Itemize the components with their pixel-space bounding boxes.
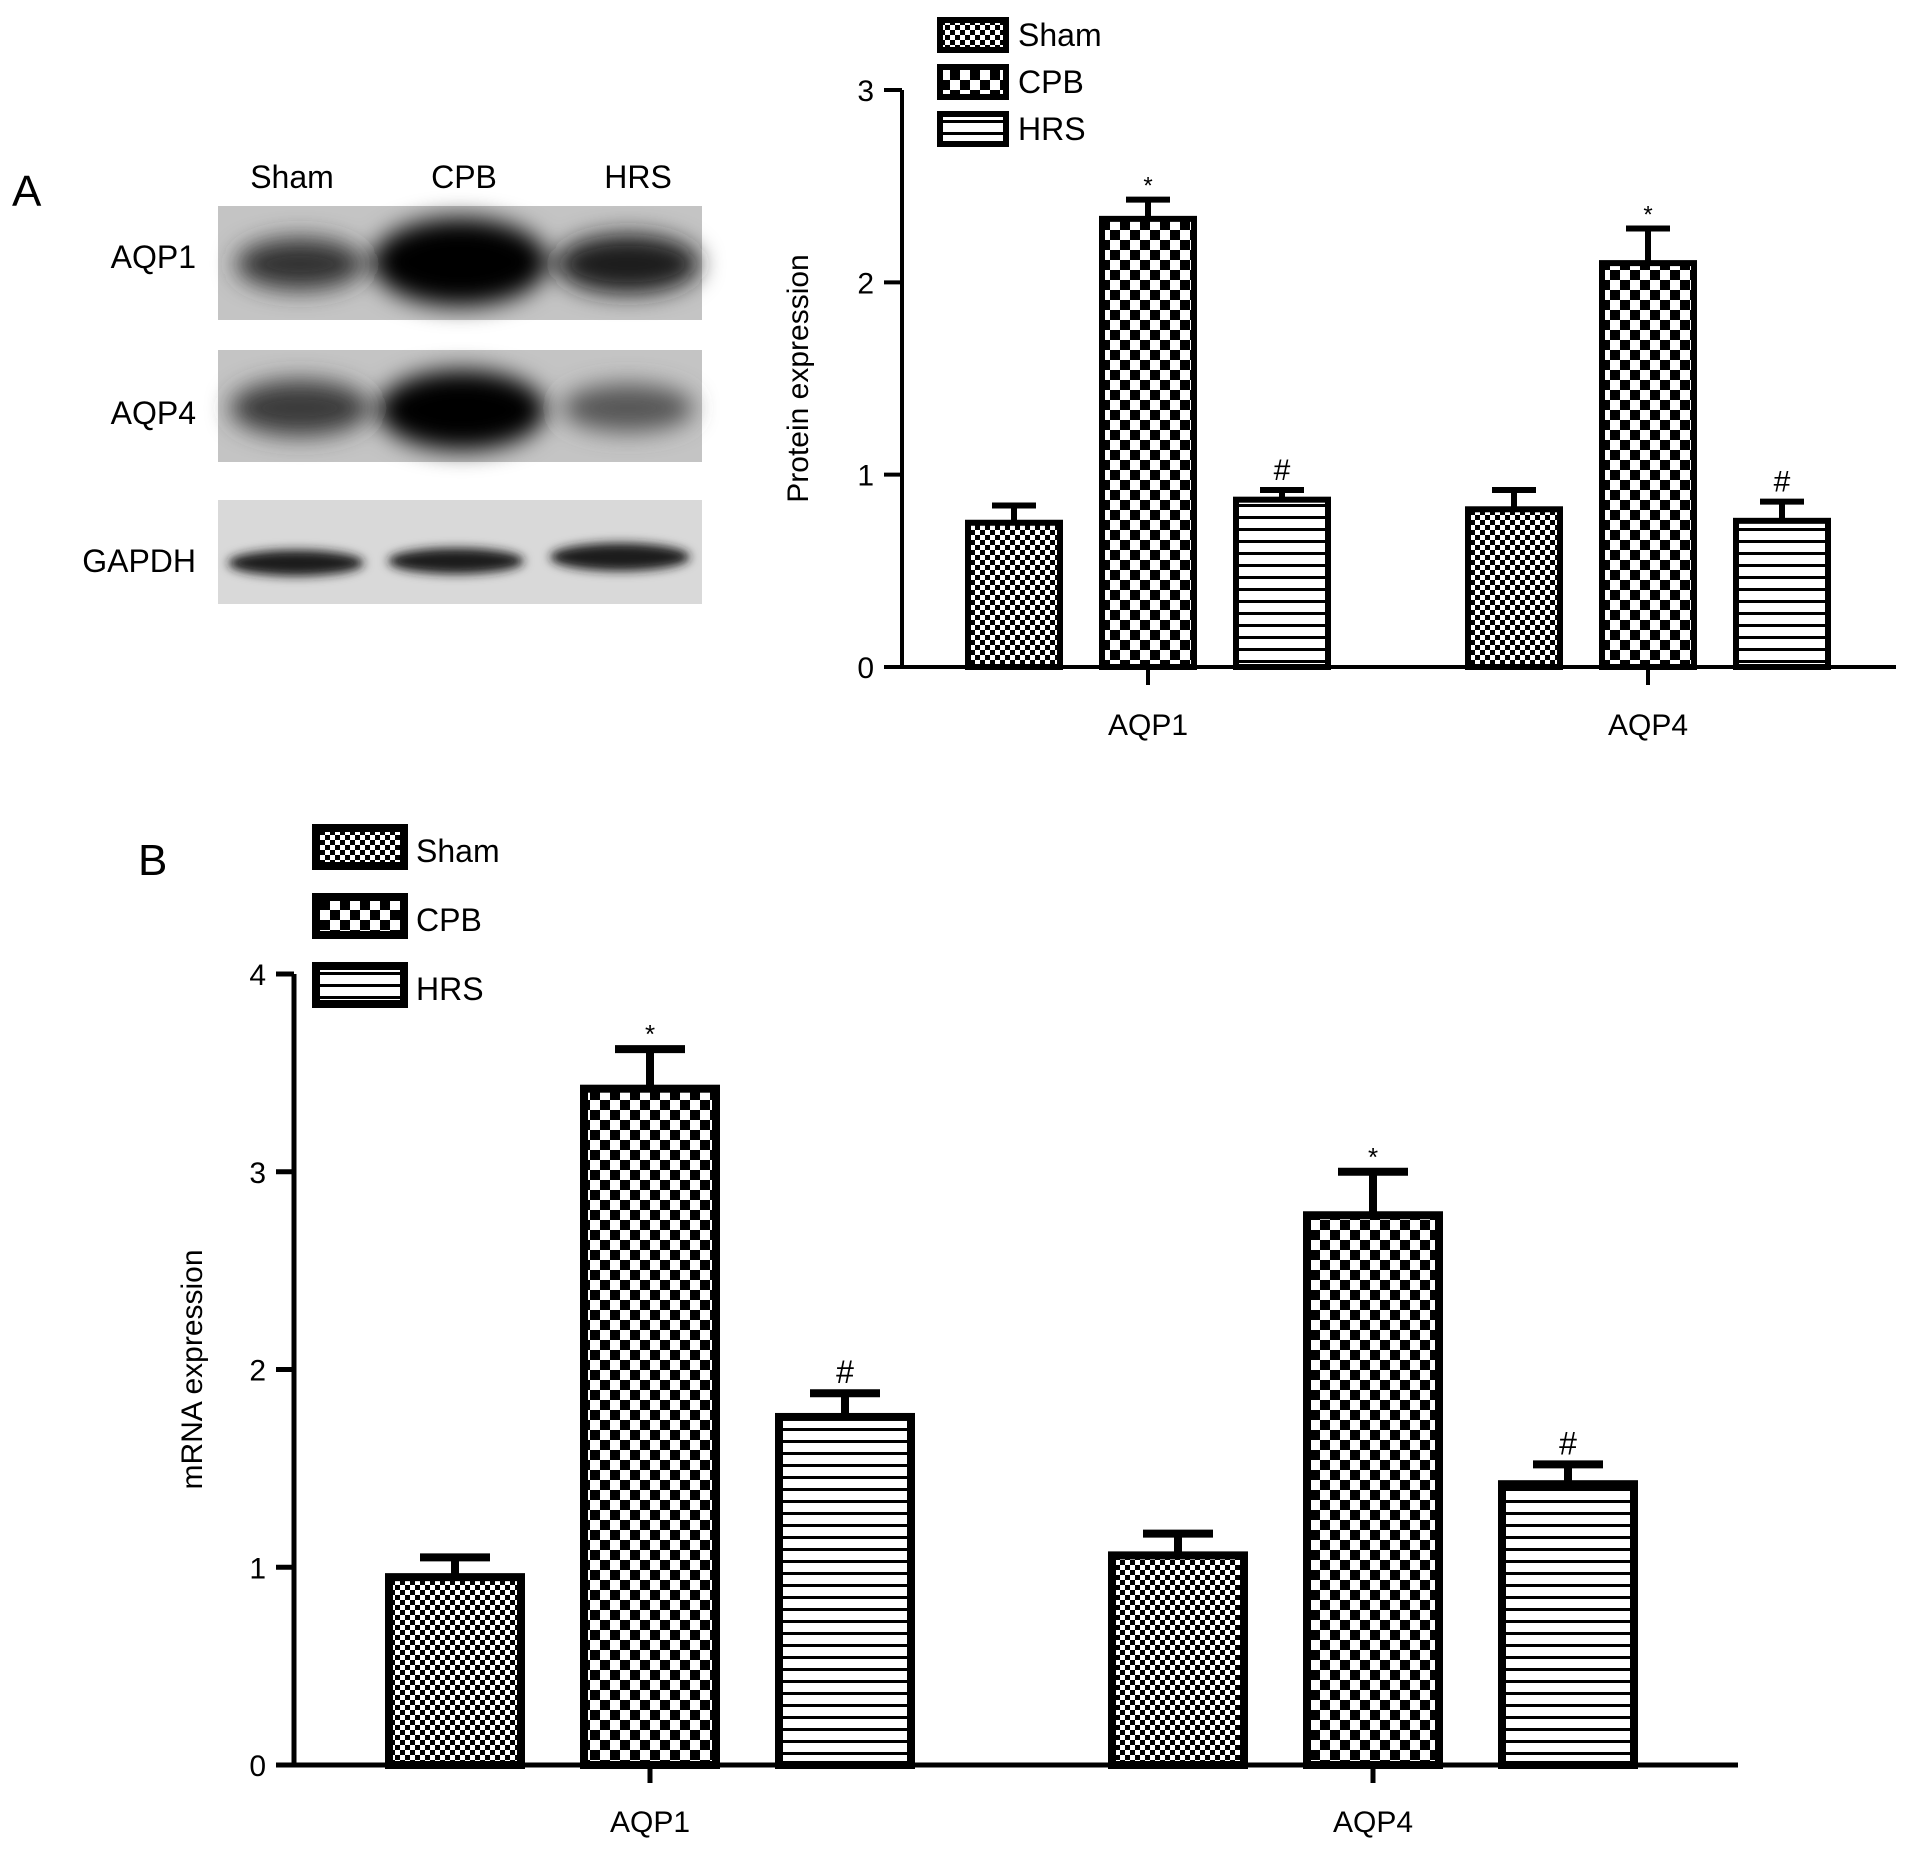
y-tick-label: 0 bbox=[857, 652, 874, 685]
band-aqp4-cpb bbox=[378, 370, 546, 450]
blot-row-label-aqp4: AQP4 bbox=[111, 395, 196, 431]
blot-column-label-cpb: CPB bbox=[431, 159, 497, 195]
bar-sham-aqp1 bbox=[385, 1573, 525, 1769]
blot-strip-aqp4 bbox=[218, 350, 702, 462]
bar-sham-aqp4 bbox=[1465, 506, 1563, 670]
significance-marker: # bbox=[1559, 1425, 1577, 1461]
legend-swatch-cpb bbox=[937, 64, 1009, 100]
y-axis-label: mRNA expression bbox=[176, 1249, 209, 1489]
panel-b-label: B bbox=[138, 836, 167, 885]
band-gapdh-cpb bbox=[388, 548, 524, 574]
legend-label-cpb: CPB bbox=[416, 902, 482, 938]
legend-swatch-sham bbox=[937, 17, 1009, 53]
protein-expression-chart: * * # #0 1 2 3 AQP1 AQP4 Protein expression Sham CP… bbox=[782, 17, 1896, 742]
significance-marker: * bbox=[1368, 1142, 1378, 1172]
blot-strip-aqp1 bbox=[218, 206, 702, 320]
legend-label-cpb: CPB bbox=[1018, 64, 1084, 100]
band-aqp1-hrs bbox=[556, 234, 700, 294]
bar-hrs-aqp1 bbox=[1233, 496, 1331, 671]
bar-hrs-aqp4 bbox=[1733, 517, 1831, 670]
bar-sham-aqp4 bbox=[1108, 1551, 1248, 1770]
significance-marker: * bbox=[1143, 173, 1152, 200]
blot-column-label-sham: Sham bbox=[250, 159, 334, 195]
legend-swatch-hrs bbox=[937, 111, 1009, 147]
panel-a-label: A bbox=[12, 167, 42, 216]
y-tick-label: 4 bbox=[249, 959, 266, 992]
bar-hrs-aqp1 bbox=[775, 1412, 915, 1769]
legend-swatch-hrs bbox=[312, 962, 408, 1008]
y-tick-label: 1 bbox=[857, 460, 874, 493]
band-gapdh-hrs bbox=[550, 543, 690, 571]
y-tick-label: 2 bbox=[249, 1355, 266, 1388]
y-tick-label: 2 bbox=[857, 267, 874, 300]
blot-column-label-hrs: HRS bbox=[604, 159, 672, 195]
band-gapdh-sham bbox=[228, 550, 364, 576]
band-aqp1-cpb bbox=[372, 218, 548, 306]
significance-marker: * bbox=[645, 1019, 655, 1049]
legend-label-sham: Sham bbox=[1018, 17, 1102, 53]
band-aqp4-sham bbox=[230, 380, 370, 436]
significance-marker: # bbox=[836, 1354, 854, 1390]
blot-row-label-gapdh: GAPDH bbox=[82, 543, 196, 579]
bar-cpb-aqp1 bbox=[1099, 215, 1197, 670]
y-tick-label: 3 bbox=[249, 1157, 266, 1190]
bar-cpb-aqp4 bbox=[1599, 260, 1697, 670]
y-tick-label: 1 bbox=[249, 1552, 266, 1585]
x-category-label: AQP4 bbox=[1333, 1806, 1413, 1839]
bar-cpb-aqp4 bbox=[1303, 1211, 1443, 1769]
y-tick-label: 3 bbox=[857, 75, 874, 108]
significance-marker: # bbox=[1274, 454, 1291, 487]
x-category-label: AQP4 bbox=[1608, 709, 1688, 742]
legend-swatch-sham bbox=[312, 824, 408, 870]
legend-swatch-cpb bbox=[312, 893, 408, 939]
x-category-label: AQP1 bbox=[1108, 709, 1188, 742]
band-aqp4-hrs bbox=[562, 384, 694, 432]
bar-cpb-aqp1 bbox=[580, 1084, 720, 1769]
western-blot: Sham CPB HRS AQP1 AQP4 GAPDH bbox=[82, 159, 702, 604]
significance-marker: * bbox=[1643, 201, 1652, 228]
bar-sham-aqp1 bbox=[965, 519, 1063, 670]
bar-hrs-aqp4 bbox=[1498, 1480, 1638, 1769]
legend-label-sham: Sham bbox=[416, 833, 500, 869]
legend-label-hrs: HRS bbox=[416, 971, 484, 1007]
band-aqp1-sham bbox=[236, 238, 364, 290]
y-tick-label: 0 bbox=[249, 1750, 266, 1783]
blot-row-label-aqp1: AQP1 bbox=[111, 239, 196, 275]
mrna-expression-chart: * * # #0 1 2 3 4 AQP1 AQP4 mRNA expression Sham CPB H… bbox=[176, 824, 1738, 1839]
significance-marker: # bbox=[1774, 466, 1791, 499]
x-category-label: AQP1 bbox=[610, 1806, 690, 1839]
blot-strip-gapdh bbox=[218, 500, 702, 604]
y-axis-label: Protein expression bbox=[782, 254, 815, 502]
legend-label-hrs: HRS bbox=[1018, 111, 1086, 147]
